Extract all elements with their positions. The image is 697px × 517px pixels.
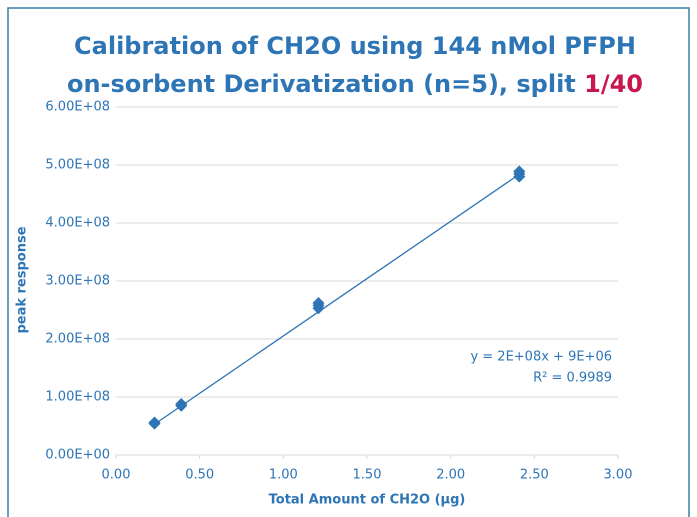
trendline bbox=[154, 173, 520, 425]
chart-title-highlight: 1/40 bbox=[584, 70, 643, 98]
data-point bbox=[175, 397, 188, 410]
x-tick-label: 3.00 bbox=[604, 468, 633, 483]
data-point bbox=[312, 297, 325, 310]
chart-title: on-sorbent Derivatization (n=5), split 1… bbox=[67, 70, 643, 98]
data-point bbox=[148, 416, 161, 429]
x-tick-label: 2.00 bbox=[436, 468, 465, 483]
y-tick-label: 0.00E+00 bbox=[45, 448, 110, 463]
y-tick-label: 5.00E+08 bbox=[45, 158, 110, 173]
x-tick-label: 0.50 bbox=[185, 468, 214, 483]
x-axis-label: Total Amount of CH2O (µg) bbox=[269, 493, 466, 508]
data-point bbox=[513, 165, 526, 178]
y-tick-label: 6.00E+08 bbox=[45, 100, 110, 115]
y-tick-label: 2.00E+08 bbox=[45, 332, 110, 347]
trendline-equation: y = 2E+08x + 9E+06 bbox=[470, 350, 612, 365]
y-axis-label: peak response bbox=[15, 226, 30, 333]
x-tick-label: 1.00 bbox=[269, 468, 298, 483]
chart-title: Calibration of CH2O using 144 nMol PFPH bbox=[74, 32, 636, 60]
chart-title-part: on-sorbent Derivatization (n=5), split bbox=[67, 70, 584, 98]
y-tick-label: 1.00E+08 bbox=[45, 390, 110, 405]
x-tick-label: 2.50 bbox=[520, 468, 549, 483]
x-tick-label: 0.00 bbox=[102, 468, 131, 483]
x-tick-label: 1.50 bbox=[353, 468, 382, 483]
y-tick-label: 4.00E+08 bbox=[45, 216, 110, 231]
y-tick-label: 3.00E+08 bbox=[45, 274, 110, 289]
chart-frame bbox=[7, 7, 690, 517]
r-squared: R² = 0.9989 bbox=[533, 371, 612, 386]
